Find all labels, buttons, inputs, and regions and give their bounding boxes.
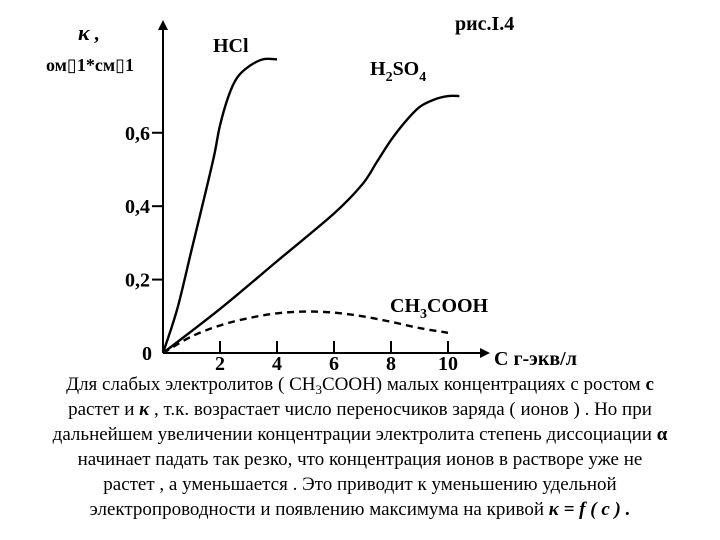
caption: Для слабых электролитов ( CH3COOH) малых… — [0, 372, 720, 522]
y-tick-label: 0,2 — [125, 270, 150, 292]
series-label-hcl: HCl — [213, 35, 249, 57]
y-axis-symbol: κ — [78, 20, 91, 45]
caption-line-2: растет и κ , т.к. возрастает число перен… — [68, 399, 652, 420]
x-tick-label: 8 — [386, 353, 396, 372]
x-tick-label: 2 — [215, 353, 225, 372]
series-line-2 — [162, 94, 460, 354]
series-label-ch3cooh: CH3COOH — [390, 295, 489, 322]
series-line-1 — [161, 57, 278, 354]
series-lines — [161, 57, 460, 355]
caption-line-1: Для слабых электролитов ( CH3COOH) малых… — [66, 374, 654, 397]
y-tick-label: 0,6 — [125, 123, 150, 145]
caption-line-6: электропроводности и появлению максимума… — [89, 499, 631, 520]
caption-line-4: начинает падать так резко, что концентра… — [77, 449, 643, 470]
figure-label: рис.I.4 — [455, 13, 514, 35]
y-axis-comma: , — [94, 23, 99, 45]
series-line-3 — [162, 310, 449, 355]
caption-line-5: растет , а уменьшается . Это приводит к … — [103, 474, 617, 495]
x-tick-label: 6 — [329, 353, 339, 372]
ticks: 2 4 6 8 10 0,2 0,4 0,6 — [125, 123, 458, 372]
x-tick-label: 10 — [438, 353, 458, 372]
y-tick-label: 0,4 — [125, 196, 150, 218]
x-tick-label: 4 — [272, 353, 282, 372]
y-axis-units: ом▯1*см▯1 — [46, 55, 134, 75]
origin-label: 0 — [142, 343, 152, 365]
series-label-h2so4: H2SO4 — [370, 58, 426, 85]
x-axis-label: С г-экв/л — [494, 348, 577, 370]
caption-line-3: дальнейшем увеличении концентрации элект… — [52, 424, 668, 445]
conductivity-chart: рис.I.4 κ , ом▯1*см▯1 С г-экв/л 0 HCl H2… — [46, 13, 577, 372]
